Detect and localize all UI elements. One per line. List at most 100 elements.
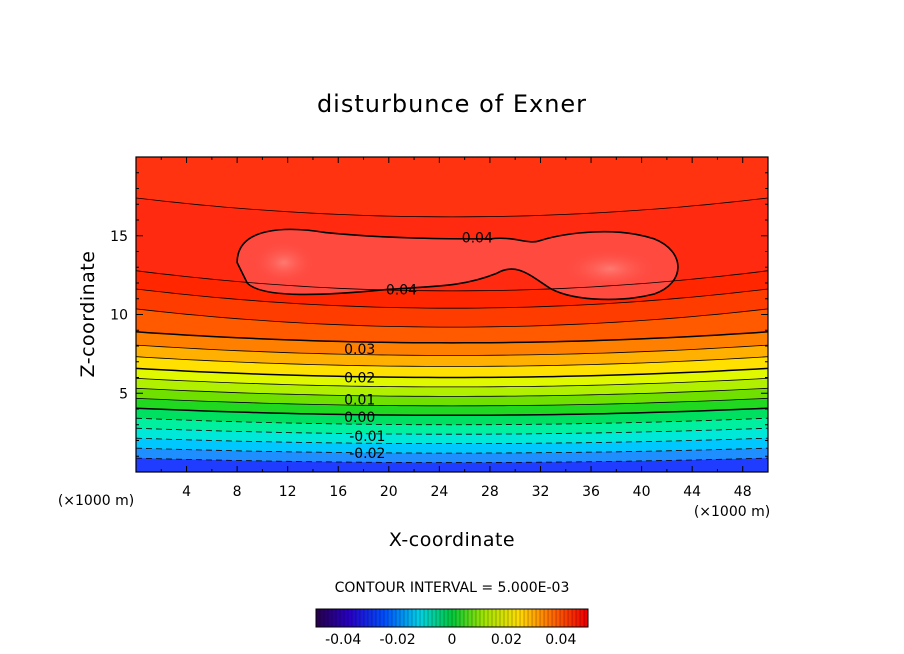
- colorbar-swatch: [508, 609, 513, 627]
- x-axis-unit: (×1000 m): [694, 504, 770, 520]
- colorbar-swatch: [440, 609, 445, 627]
- colorbar-swatch: [456, 609, 461, 627]
- colorbar-swatch: [420, 609, 425, 627]
- chart-title: disturbunce of Exner: [317, 90, 587, 118]
- contour-label: 0.04: [462, 230, 493, 246]
- contour-line: [136, 447, 768, 454]
- colorbar-swatch: [544, 609, 549, 627]
- x-axis-title: X-coordinate: [389, 529, 515, 551]
- colorbar-swatch: [444, 609, 449, 627]
- colorbar-swatch: [320, 609, 325, 627]
- contour-line: [136, 308, 768, 328]
- colorbar-swatch: [552, 609, 557, 627]
- contour-label: -0.02: [349, 446, 385, 462]
- colorbar: [315, 609, 589, 627]
- colorbar-swatch: [368, 609, 373, 627]
- colorbar-swatch: [436, 609, 441, 627]
- colorbar-swatch: [568, 609, 573, 627]
- colorbar-swatch: [468, 609, 473, 627]
- x-tick-label: 20: [380, 484, 398, 500]
- colorbar-swatch: [324, 609, 329, 627]
- colorbar-swatch: [408, 609, 413, 627]
- colorbar-swatch: [500, 609, 505, 627]
- contour-line: [136, 356, 768, 367]
- colorbar-swatch: [580, 609, 585, 627]
- colorbar-swatch: [416, 609, 421, 627]
- colorbar-swatch: [352, 609, 357, 627]
- contour-label: 0.04: [386, 282, 417, 298]
- colorbar-swatch: [344, 609, 349, 627]
- contour-line: [136, 367, 768, 379]
- colorbar-swatch: [560, 609, 565, 627]
- colorbar-swatch: [356, 609, 361, 627]
- colorbar-swatch: [476, 609, 481, 627]
- contour-label: 0.01: [344, 393, 375, 409]
- core-region: [237, 229, 678, 300]
- colorbar-swatch: [340, 609, 345, 627]
- colorbar-swatch: [412, 609, 417, 627]
- contour-line: [136, 387, 768, 397]
- colorbar-swatch: [464, 609, 469, 627]
- x-tick-label: 48: [734, 484, 752, 500]
- colorbar-swatch: [532, 609, 537, 627]
- x-tick-label: 16: [329, 484, 347, 500]
- contour-line: [136, 288, 768, 309]
- colorbar-swatch: [496, 609, 501, 627]
- colorbar-swatch: [548, 609, 553, 627]
- colorbar-swatch: [380, 609, 385, 627]
- contour-line: [136, 427, 768, 435]
- y-axis-unit: (×1000 m): [58, 493, 134, 509]
- contour-interval-text: CONTOUR INTERVAL = 5.000E-03: [335, 580, 570, 596]
- colorbar-swatch: [488, 609, 493, 627]
- contour-line: [136, 417, 768, 426]
- colorbar-swatch: [512, 609, 517, 627]
- colorbar-swatch: [504, 609, 509, 627]
- x-tick-label: 4: [182, 484, 191, 500]
- colorbar-tick-label: 0.04: [545, 632, 576, 648]
- colorbar-swatch: [396, 609, 401, 627]
- contour-line: [136, 377, 768, 388]
- y-tick-label: 10: [110, 308, 128, 324]
- contour-label: -0.01: [349, 429, 385, 445]
- x-tick-label: 36: [582, 484, 600, 500]
- contour-line-004: [236, 228, 679, 301]
- y-axis-title: Z-coordinate: [77, 251, 99, 378]
- contour-line: [136, 457, 768, 464]
- colorbar-swatch: [448, 609, 453, 627]
- x-axis-ticks: 4 8 12 16 20 24 28 32 36 40 44 48: [160, 157, 752, 500]
- colorbar-swatch: [576, 609, 581, 627]
- x-tick-label: 32: [532, 484, 550, 500]
- colorbar-swatch: [536, 609, 541, 627]
- contour-label: 0.00: [344, 410, 375, 426]
- colorbar-swatch: [384, 609, 389, 627]
- colorbar-swatch: [472, 609, 477, 627]
- colorbar-tick-label: 0.02: [491, 632, 522, 648]
- contour-line: [136, 331, 768, 344]
- colorbar-swatch: [424, 609, 429, 627]
- colorbar-swatch: [316, 609, 321, 627]
- colorbar-swatch: [484, 609, 489, 627]
- colorbar-swatch: [516, 609, 521, 627]
- colorbar-swatch: [520, 609, 525, 627]
- colorbar-swatch: [376, 609, 381, 627]
- colorbar-swatch: [460, 609, 465, 627]
- colorbar-swatch: [452, 609, 457, 627]
- colorbar-swatch: [572, 609, 577, 627]
- x-tick-label: 44: [683, 484, 701, 500]
- colorbar-tick-label: -0.04: [325, 632, 361, 648]
- colorbar-swatch: [528, 609, 533, 627]
- colorbar-swatch: [328, 609, 333, 627]
- x-tick-label: 8: [233, 484, 242, 500]
- y-tick-label: 15: [110, 229, 128, 245]
- colorbar-swatch: [556, 609, 561, 627]
- contour-line: [136, 437, 768, 444]
- contour-line: [136, 270, 768, 292]
- colorbar-swatch: [480, 609, 485, 627]
- colorbar-swatch: [540, 609, 545, 627]
- colorbar-swatch: [492, 609, 497, 627]
- y-axis-ticks: 5 10 15: [110, 172, 768, 457]
- x-tick-label: 40: [633, 484, 651, 500]
- contour-lines: [136, 197, 768, 464]
- core-highlight-right: [562, 248, 658, 289]
- colorbar-swatch: [364, 609, 369, 627]
